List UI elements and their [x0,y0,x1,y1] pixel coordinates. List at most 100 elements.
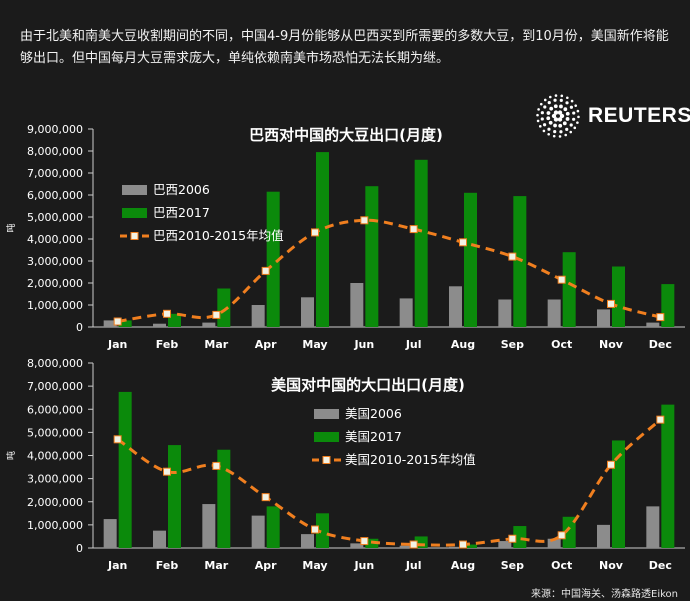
bar-2017-jul [414,536,428,548]
logo-dot [546,116,551,121]
bar-2017-aug [464,192,477,327]
legend-label: 美国2010-2015年均值 [345,452,476,467]
bar-2017-oct [562,516,576,548]
logo-dot [558,123,563,128]
logo-dot [569,130,573,134]
legend-label: 美国2006 [345,406,402,421]
bar-2006-oct [547,299,561,327]
bar-2017-apr [266,506,280,548]
logo-dot [552,134,556,138]
logo-dot [547,132,550,136]
average-point-feb [163,309,171,318]
x-tick-label: Sep [501,338,524,351]
bar-2017-oct [562,252,576,327]
average-point-feb [163,467,171,476]
logo-dot [553,130,557,134]
x-tick-label: Nov [599,559,624,572]
x-tick-label: Oct [551,559,572,572]
average-point-jan [113,317,122,326]
logo-dot [573,126,577,130]
x-tick-label: Feb [156,559,179,572]
bar-2006-jun [350,543,364,548]
bar-2017-jan [118,320,132,327]
legend-swatch [122,208,147,218]
legend-label: 巴西2010-2015年均值 [153,228,284,243]
y-tick-label: 8,000,000 [27,357,83,370]
average-point-mar [212,461,221,470]
logo-dot [570,99,574,103]
legend-label: 巴西2017 [153,205,210,220]
bar-2006-mar [202,504,216,548]
reuters-dot-logo-icon [536,94,580,138]
bar-2006-dec [646,506,660,548]
y-tick-label: 3,000,000 [27,473,83,486]
x-tick-label: Nov [599,338,624,351]
logo-dot [553,110,559,115]
y-axis-label: 吨 [5,451,17,460]
x-tick-label: Jan [107,338,127,351]
y-tick-label: 4,000,000 [27,450,83,463]
average-point-jul [409,540,418,549]
average-point-nov [607,460,615,469]
bar-2017-jan [118,391,132,548]
logo-dot [546,111,551,115]
legend-swatch [122,185,147,195]
x-tick-label: Jan [107,559,127,572]
chart-title: 巴西对中国的大豆出口(月度) [249,126,443,144]
logo-dot [548,95,552,99]
y-tick-label: 0 [76,542,83,555]
legend-marker [322,456,331,464]
average-point-jun [360,537,369,546]
bar-2017-feb [168,313,181,327]
brazil-soy-export-chart: 巴西对中国的大豆出口(月度) 吨 0 1,000,000 2,000,000 3,000,… [5,123,685,351]
x-tick-label: May [302,559,327,572]
x-tick-label: Apr [255,338,277,351]
x-tick-label: Mar [204,338,228,351]
average-point-jan [113,435,122,444]
source-note: 来源：中国海关、汤森路透Eikon [531,589,678,600]
bar-2006-jul [399,545,413,548]
logo-dot [548,120,553,125]
logo-dot [576,109,580,113]
average-point-dec [656,415,665,424]
logo-dot [554,94,558,97]
legend-swatch [314,409,339,419]
average-point-may [311,525,319,534]
logo-dot [569,105,574,109]
y-tick-label: 0 [76,321,83,334]
logo-dot [560,94,564,98]
x-tick-label: Aug [451,338,475,351]
x-tick-label: Dec [649,559,672,572]
logo-dot [549,106,554,111]
y-tick-label: 2,000,000 [27,277,83,290]
y-tick-label: 1,000,000 [27,299,83,312]
bar-2006-dec [646,322,660,327]
bar-2006-oct [547,538,561,548]
x-tick-label: Apr [255,559,277,572]
bar-2006-mar [202,322,216,327]
legend-label: 美国2017 [345,429,402,444]
logo-dot [553,98,557,102]
bar-2017-nov [612,440,625,548]
logo-dot [539,102,543,106]
average-point-may [311,228,319,237]
logo-dot [559,98,563,102]
average-point-apr [261,493,270,502]
logo-dot [538,125,542,128]
average-point-apr [261,266,270,275]
logo-dot [572,117,576,121]
logo-dot [536,119,540,123]
logo-dot [553,117,559,122]
reuters-logo: REUTERS [536,94,690,138]
logo-dot [543,98,547,102]
logo-dot [551,113,557,119]
logo-dot [565,127,569,132]
logo-dot [543,105,547,109]
logo-dot [562,121,567,126]
y-tick-label: 9,000,000 [27,123,83,136]
bar-2006-aug [449,546,462,548]
legend-marker [130,232,139,240]
bar-2017-mar [217,449,231,548]
x-tick-label: Jun [353,559,374,572]
logo-dot [547,127,551,131]
